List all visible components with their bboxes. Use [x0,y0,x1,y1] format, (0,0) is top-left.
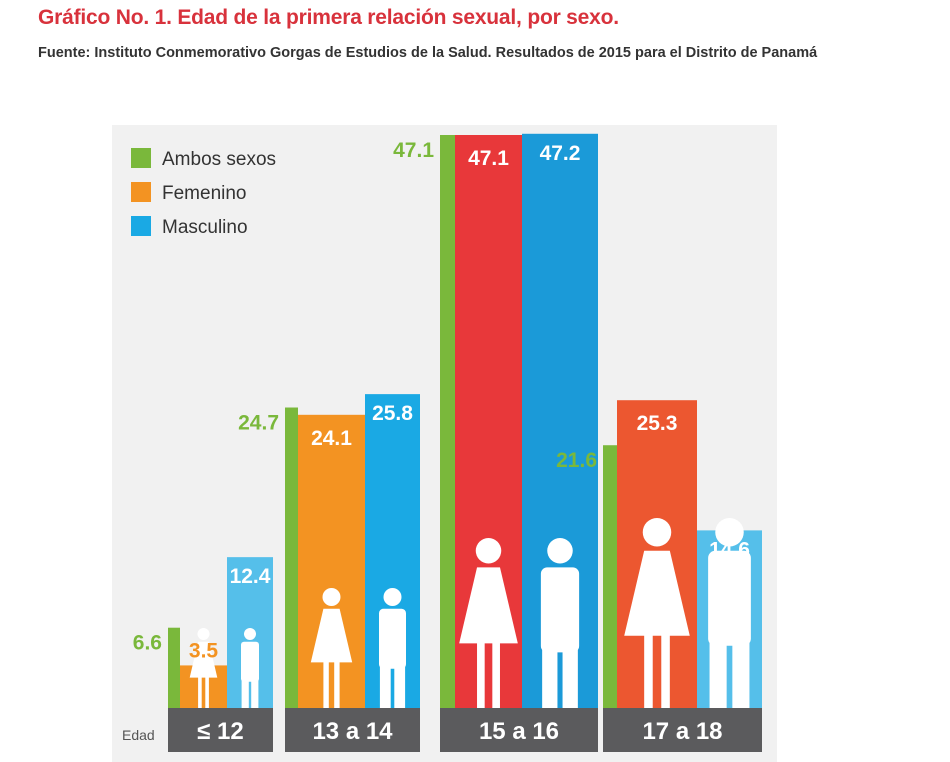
data-label-masculino: 47.2 [540,142,581,165]
girl-figure-icon [459,538,518,708]
data-label-femenino: 25.3 [637,412,678,435]
data-label-masculino: 12.4 [230,565,271,588]
bar-ambos-sexos [285,407,298,708]
boy-figure-icon [540,538,580,708]
data-label-ambos-sexos: 21.6 [556,449,597,472]
category-band [603,708,762,752]
data-label-femenino: 24.1 [311,427,352,450]
bar-ambos-sexos [440,135,455,708]
legend: Ambos sexos Femenino Masculino [131,148,276,238]
x-tick-label: ≤ 12 [197,718,244,745]
data-label-masculino: 25.8 [372,402,413,425]
legend-swatch [131,182,151,202]
chart-title: Gráfico No. 1. Edad de la primera relaci… [38,6,619,29]
data-label-femenino: 47.1 [468,147,509,170]
boy-figure-icon [241,628,259,708]
girl-figure-icon [310,588,353,708]
bar-group-0: 6.6 3.5 12.4 ≤ 12 [133,557,273,752]
chart-source: Fuente: Instituto Conmemorativo Gorgas d… [38,45,818,61]
data-label-masculino: 14.6 [709,538,750,561]
category-band [168,708,273,752]
x-axis-label: Edad [122,727,155,743]
bar-ambos-sexos [603,445,617,708]
data-label-ambos-sexos: 24.7 [238,412,279,435]
x-tick-label: 17 a 18 [642,718,722,745]
legend-label: Femenino [162,183,247,204]
bar-group-3: 21.6 25.3 14.6 17 a 18 [556,400,762,752]
girl-figure-icon [189,628,218,708]
x-tick-label: 15 a 16 [479,718,559,745]
category-band [285,708,420,752]
x-tick-label: 13 a 14 [312,718,393,745]
bar-ambos-sexos [168,627,180,708]
bar-group-1: 24.7 24.1 25.8 13 a 14 [238,394,420,752]
category-band [440,708,598,752]
legend-label: Masculino [162,217,248,238]
data-label-ambos-sexos: 47.1 [393,139,434,162]
boy-figure-icon [379,588,406,708]
legend-swatch [131,148,151,168]
data-label-femenino: 3.5 [189,639,219,662]
legend-label: Ambos sexos [162,149,276,170]
bar-group-2: 47.1 47.1 47.2 15 a 16 [393,133,598,752]
data-label-ambos-sexos: 6.6 [133,632,162,655]
boy-figure-icon [708,518,751,708]
girl-figure-icon [624,518,690,708]
bar-femenino [298,414,365,708]
legend-swatch [131,216,151,236]
